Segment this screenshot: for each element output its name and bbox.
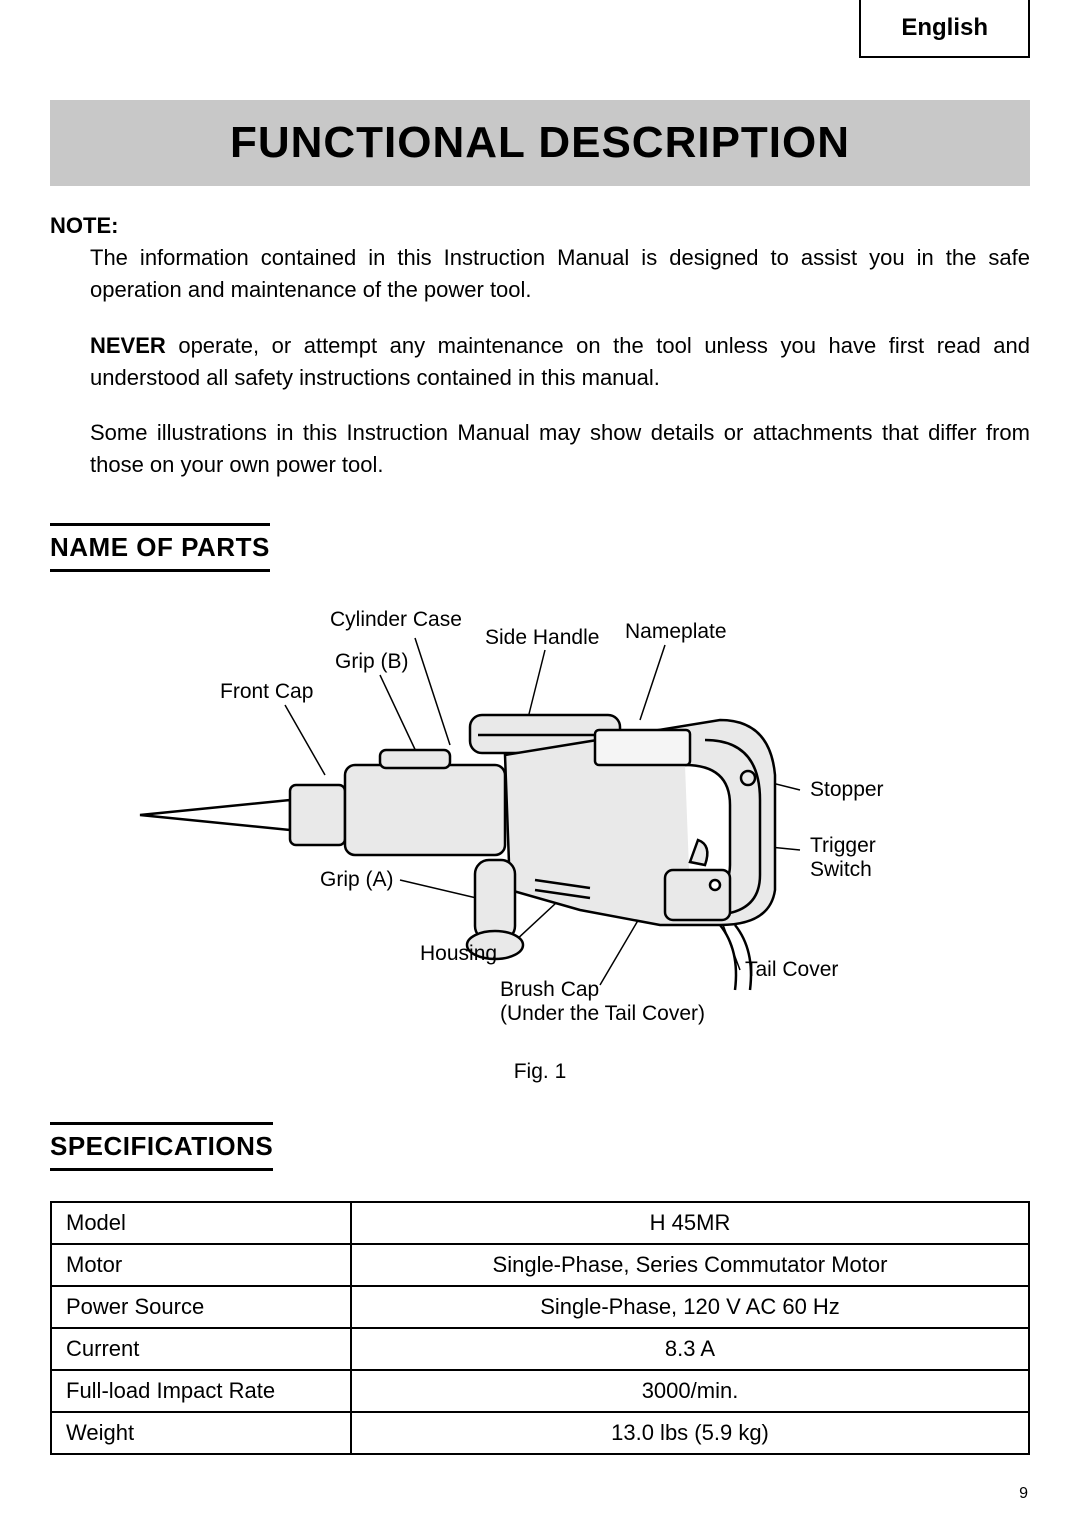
note-paragraph-1: The information contained in this Instru… <box>90 242 1030 306</box>
spec-label: Full-load Impact Rate <box>51 1370 351 1412</box>
parts-diagram: Cylinder Case Side Handle Nameplate Grip… <box>80 590 1000 1050</box>
section-heading-specs: SPECIFICATIONS <box>50 1122 273 1171</box>
spec-value: Single-Phase, 120 V AC 60 Hz <box>351 1286 1029 1328</box>
note-never: NEVER <box>90 333 166 358</box>
spec-label: Current <box>51 1328 351 1370</box>
label-front-cap: Front Cap <box>220 680 313 704</box>
label-trigger-l1: Trigger <box>810 834 876 858</box>
note-p2-rest: operate, or attempt any maintenance on t… <box>90 333 1030 390</box>
note-paragraph-2: NEVER operate, or attempt any maintenanc… <box>90 330 1030 394</box>
language-box: English <box>859 0 1030 58</box>
label-cylinder-case: Cylinder Case <box>330 608 462 632</box>
spec-label: Model <box>51 1202 351 1244</box>
page-title-bar: FUNCTIONAL DESCRIPTION <box>50 100 1030 186</box>
figure-caption: Fig. 1 <box>50 1060 1030 1084</box>
spec-value: 8.3 A <box>351 1328 1029 1370</box>
label-housing: Housing <box>420 942 497 966</box>
language-label: English <box>901 14 988 41</box>
note-paragraph-3: Some illustrations in this Instruction M… <box>90 417 1030 481</box>
table-row: Motor Single-Phase, Series Commutator Mo… <box>51 1244 1029 1286</box>
specifications-table: Model H 45MR Motor Single-Phase, Series … <box>50 1201 1030 1455</box>
label-grip-a: Grip (A) <box>320 868 394 892</box>
label-tail-cover: Tail Cover <box>745 958 838 982</box>
table-row: Weight 13.0 lbs (5.9 kg) <box>51 1412 1029 1454</box>
note-block: NOTE: The information contained in this … <box>50 210 1030 481</box>
spec-value: 13.0 lbs (5.9 kg) <box>351 1412 1029 1454</box>
page-number: 9 <box>1019 1485 1028 1503</box>
label-trigger-l2: Switch <box>810 858 872 882</box>
label-grip-b: Grip (B) <box>335 650 409 674</box>
table-row: Full-load Impact Rate 3000/min. <box>51 1370 1029 1412</box>
label-side-handle: Side Handle <box>485 626 599 650</box>
spec-label: Weight <box>51 1412 351 1454</box>
label-stopper: Stopper <box>810 778 884 802</box>
spec-value: 3000/min. <box>351 1370 1029 1412</box>
table-row: Power Source Single-Phase, 120 V AC 60 H… <box>51 1286 1029 1328</box>
label-brush-cap-l2: (Under the Tail Cover) <box>500 1002 705 1026</box>
label-brush-cap-l1: Brush Cap <box>500 978 599 1002</box>
table-row: Model H 45MR <box>51 1202 1029 1244</box>
spec-label: Motor <box>51 1244 351 1286</box>
spec-label: Power Source <box>51 1286 351 1328</box>
section-heading-parts: NAME OF PARTS <box>50 523 270 572</box>
spec-value: Single-Phase, Series Commutator Motor <box>351 1244 1029 1286</box>
note-label: NOTE: <box>50 210 1030 242</box>
table-row: Current 8.3 A <box>51 1328 1029 1370</box>
page-title: FUNCTIONAL DESCRIPTION <box>230 118 850 167</box>
spec-value: H 45MR <box>351 1202 1029 1244</box>
label-nameplate: Nameplate <box>625 620 727 644</box>
